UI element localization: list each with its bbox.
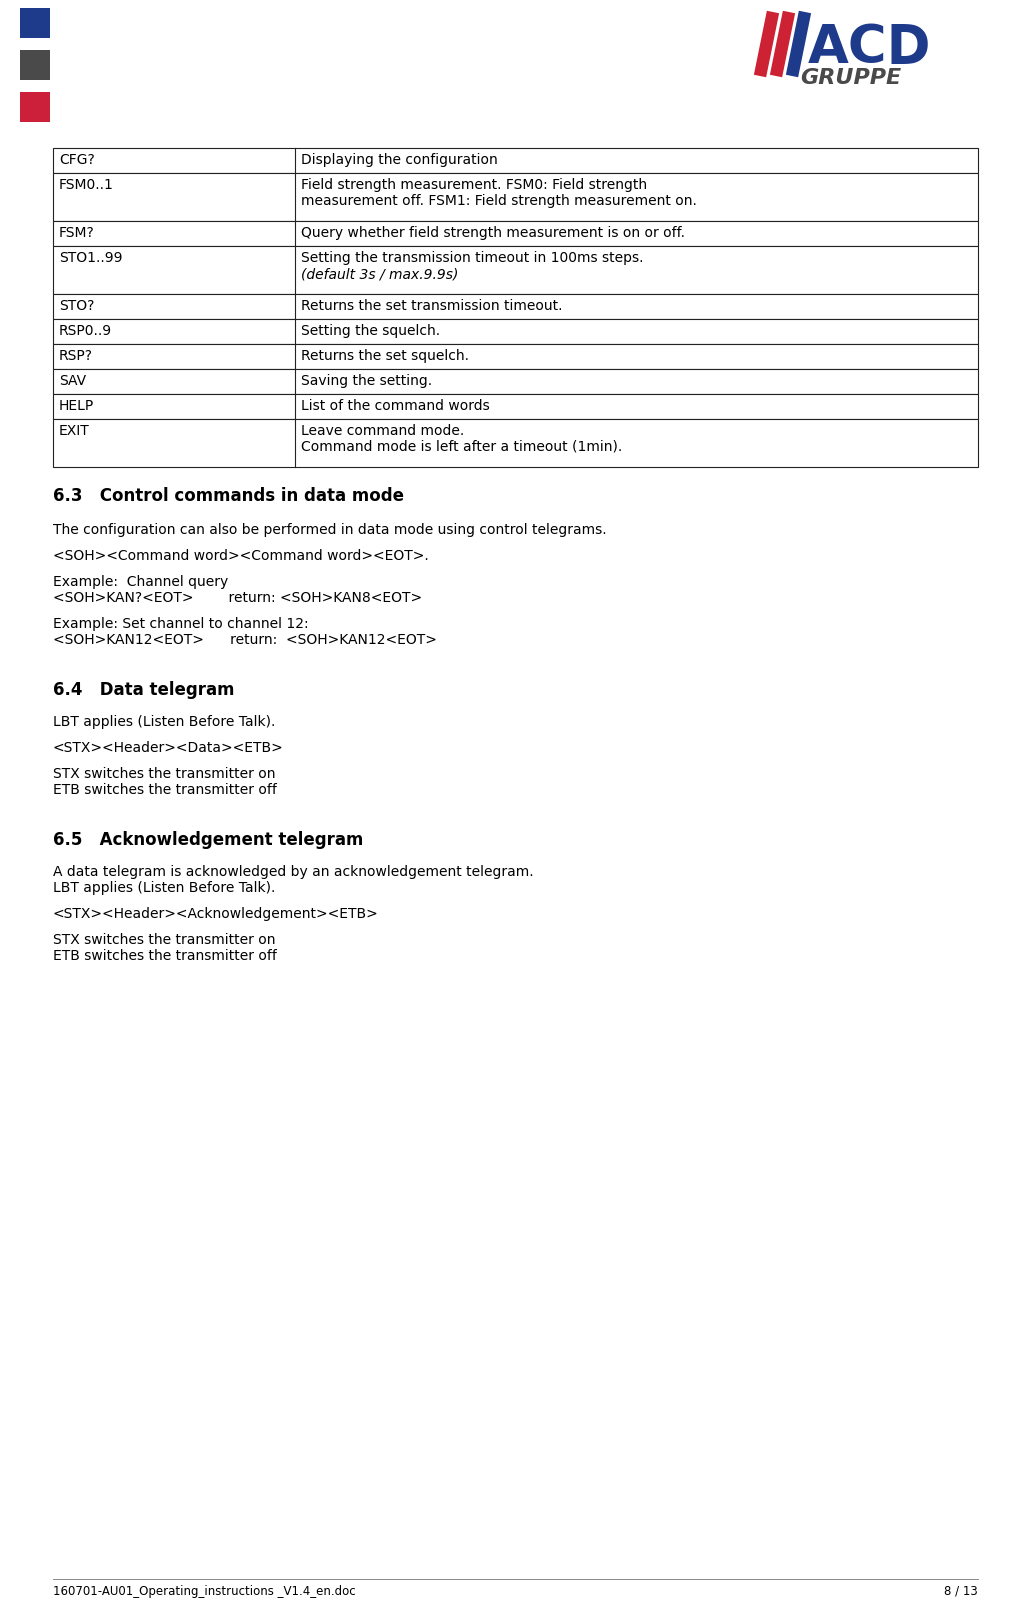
Text: measurement off. FSM1: Field strength measurement on.: measurement off. FSM1: Field strength me… <box>301 193 697 208</box>
Text: (default 3s / max.9.9s): (default 3s / max.9.9s) <box>301 267 459 280</box>
Text: STX switches the transmitter on: STX switches the transmitter on <box>53 933 275 947</box>
Bar <box>53 221 978 246</box>
Text: CFG?: CFG? <box>59 153 95 168</box>
Text: Query whether field strength measurement is on or off.: Query whether field strength measurement… <box>301 226 685 240</box>
Bar <box>53 148 978 172</box>
Text: EXIT: EXIT <box>59 424 90 438</box>
Text: <SOH><Command word><Command word><EOT>.: <SOH><Command word><Command word><EOT>. <box>53 549 429 562</box>
Bar <box>20 8 49 39</box>
Text: HELP: HELP <box>59 400 94 412</box>
Text: Returns the set squelch.: Returns the set squelch. <box>301 350 469 362</box>
Text: GRUPPE: GRUPPE <box>800 68 901 89</box>
Text: A data telegram is acknowledged by an acknowledgement telegram.: A data telegram is acknowledged by an ac… <box>53 865 534 880</box>
Text: The configuration can also be performed in data mode using control telegrams.: The configuration can also be performed … <box>53 524 606 536</box>
Text: <SOH>KAN12<EOT>      return:  <SOH>KAN12<EOT>: <SOH>KAN12<EOT> return: <SOH>KAN12<EOT> <box>53 633 437 648</box>
Text: LBT applies (Listen Before Talk).: LBT applies (Listen Before Talk). <box>53 881 275 896</box>
Text: RSP0..9: RSP0..9 <box>59 324 112 338</box>
Text: Example: Set channel to channel 12:: Example: Set channel to channel 12: <box>53 617 308 632</box>
Bar <box>53 369 978 395</box>
Text: STO?: STO? <box>59 300 95 313</box>
Bar <box>53 419 978 467</box>
Bar <box>53 246 978 293</box>
Bar <box>53 395 978 419</box>
Text: 160701-AU01_Operating_instructions _V1.4_en.doc: 160701-AU01_Operating_instructions _V1.4… <box>53 1585 356 1598</box>
Text: STX switches the transmitter on: STX switches the transmitter on <box>53 767 275 781</box>
Text: 6.4   Data telegram: 6.4 Data telegram <box>53 681 234 699</box>
Text: ETB switches the transmitter off: ETB switches the transmitter off <box>53 783 277 797</box>
Text: SAV: SAV <box>59 374 87 388</box>
Text: LBT applies (Listen Before Talk).: LBT applies (Listen Before Talk). <box>53 715 275 730</box>
Text: 6.3   Control commands in data mode: 6.3 Control commands in data mode <box>53 487 404 504</box>
Bar <box>53 172 978 221</box>
Text: List of the command words: List of the command words <box>301 400 490 412</box>
Bar <box>20 92 49 122</box>
Text: Command mode is left after a timeout (1min).: Command mode is left after a timeout (1m… <box>301 440 623 454</box>
Bar <box>53 293 978 319</box>
Text: Saving the setting.: Saving the setting. <box>301 374 432 388</box>
Text: Displaying the configuration: Displaying the configuration <box>301 153 498 168</box>
Text: 6.5   Acknowledgement telegram: 6.5 Acknowledgement telegram <box>53 831 363 849</box>
Text: <STX><Header><Acknowledgement><ETB>: <STX><Header><Acknowledgement><ETB> <box>53 907 378 921</box>
Text: Leave command mode.: Leave command mode. <box>301 424 464 438</box>
Text: FSM0..1: FSM0..1 <box>59 177 113 192</box>
Bar <box>53 319 978 345</box>
Text: Returns the set transmission timeout.: Returns the set transmission timeout. <box>301 300 563 313</box>
Text: ACD: ACD <box>808 23 931 74</box>
Text: FSM?: FSM? <box>59 226 95 240</box>
Text: Field strength measurement. FSM0: Field strength: Field strength measurement. FSM0: Field … <box>301 177 647 192</box>
Text: Example:  Channel query: Example: Channel query <box>53 575 228 590</box>
Text: STO1..99: STO1..99 <box>59 251 123 264</box>
Text: Setting the transmission timeout in 100ms steps.: Setting the transmission timeout in 100m… <box>301 251 643 264</box>
Text: <SOH>KAN?<EOT>        return: <SOH>KAN8<EOT>: <SOH>KAN?<EOT> return: <SOH>KAN8<EOT> <box>53 591 422 606</box>
Text: RSP?: RSP? <box>59 350 93 362</box>
Text: 8 / 13: 8 / 13 <box>944 1585 978 1598</box>
Text: Setting the squelch.: Setting the squelch. <box>301 324 440 338</box>
Bar <box>20 50 49 81</box>
Text: <STX><Header><Data><ETB>: <STX><Header><Data><ETB> <box>53 741 284 756</box>
Text: ETB switches the transmitter off: ETB switches the transmitter off <box>53 949 277 963</box>
Bar <box>53 345 978 369</box>
